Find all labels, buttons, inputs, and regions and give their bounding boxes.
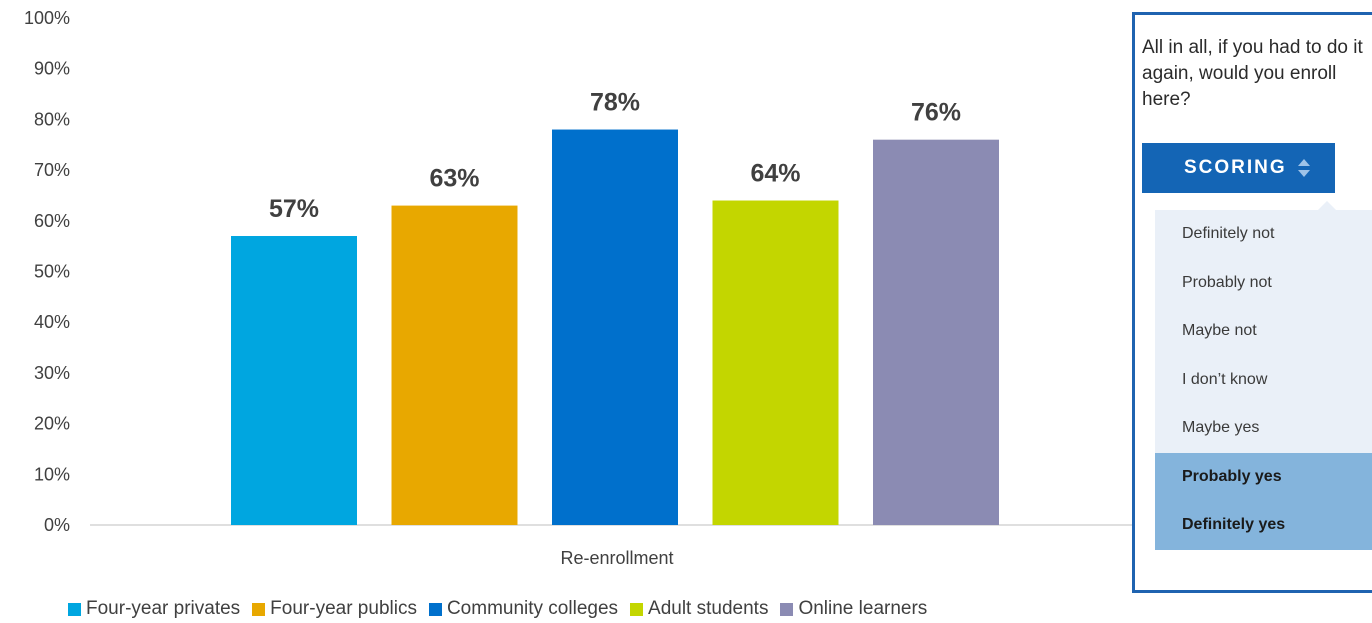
y-tick-label: 100% bbox=[24, 8, 70, 28]
y-tick-label: 20% bbox=[34, 414, 70, 434]
category-label: Re-enrollment bbox=[560, 548, 673, 568]
legend-label: Four-year privates bbox=[86, 598, 241, 619]
legend-swatch bbox=[428, 602, 442, 616]
bar bbox=[873, 139, 999, 525]
y-tick-label: 10% bbox=[34, 464, 70, 484]
option-definitely-yes[interactable]: Definitely yes bbox=[1155, 501, 1372, 550]
y-tick-label: 90% bbox=[34, 59, 70, 79]
legend-label: Adult students bbox=[648, 598, 769, 619]
y-tick-label: 60% bbox=[34, 211, 70, 231]
option-maybe-yes[interactable]: Maybe yes bbox=[1155, 404, 1372, 453]
option-maybe-not[interactable]: Maybe not bbox=[1155, 307, 1372, 356]
legend-label: Online learners bbox=[798, 598, 928, 619]
scoring-panel: All in all, if you had to do it again, w… bbox=[1132, 12, 1372, 593]
legend-swatch bbox=[630, 602, 644, 616]
legend-item-adult-students: Adult students bbox=[630, 598, 768, 620]
legend-swatch bbox=[68, 602, 81, 616]
legend-item-online-learners: Online learners bbox=[780, 598, 927, 620]
data-label: 64% bbox=[750, 160, 800, 188]
survey-question: All in all, if you had to do it again, w… bbox=[1142, 37, 1363, 110]
y-tick-label: 40% bbox=[34, 312, 70, 332]
scoring-header-button[interactable]: SCORING bbox=[1142, 143, 1335, 193]
legend-item-four-year-publics: Four-year publics bbox=[252, 598, 417, 620]
sort-arrows-icon bbox=[1298, 159, 1310, 177]
legend-item-community-colleges: Community colleges bbox=[428, 598, 619, 620]
y-tick-label: 80% bbox=[34, 109, 70, 129]
legend-label: Four-year publics bbox=[270, 598, 417, 619]
data-label: 57% bbox=[269, 195, 319, 223]
y-tick-label: 30% bbox=[34, 363, 70, 383]
legend-swatch bbox=[780, 602, 794, 616]
bar bbox=[231, 236, 357, 525]
y-tick-label: 70% bbox=[34, 160, 70, 180]
legend-swatch bbox=[252, 602, 266, 616]
legend: Four-year privates Four-year publics Com… bbox=[68, 598, 939, 620]
bars bbox=[231, 129, 999, 526]
y-tick-label: 0% bbox=[44, 515, 70, 535]
bar-chart: 0% 10% 20% 30% 40% 50% 60% 70% 80% 90% 100% 57% 63%… bbox=[24, 8, 1135, 568]
legend-item-four-year-privates: Four-year privates bbox=[68, 598, 240, 620]
option-probably-yes[interactable]: Probably yes bbox=[1155, 452, 1372, 501]
option-probably-not[interactable]: Probably not bbox=[1155, 258, 1372, 307]
data-labels: 57% 63% 78% 64% 76% bbox=[269, 89, 961, 223]
bar bbox=[391, 205, 518, 525]
y-tick-label: 50% bbox=[34, 262, 70, 282]
option-definitely-not[interactable]: Definitely not bbox=[1155, 210, 1372, 259]
option-i-dont-know[interactable]: I don’t know bbox=[1155, 355, 1372, 404]
data-label: 63% bbox=[429, 165, 479, 193]
scoring-options: Definitely not Probably not Maybe not I … bbox=[1155, 210, 1372, 550]
scoring-label: SCORING bbox=[1184, 157, 1287, 178]
y-axis: 0% 10% 20% 30% 40% 50% 60% 70% 80% 90% 100% bbox=[24, 8, 70, 535]
bar bbox=[712, 200, 839, 525]
legend-label: Community colleges bbox=[446, 598, 619, 619]
data-label: 76% bbox=[911, 99, 961, 127]
dropdown-notch bbox=[1318, 201, 1336, 210]
data-label: 78% bbox=[590, 89, 640, 117]
bar bbox=[552, 129, 678, 526]
